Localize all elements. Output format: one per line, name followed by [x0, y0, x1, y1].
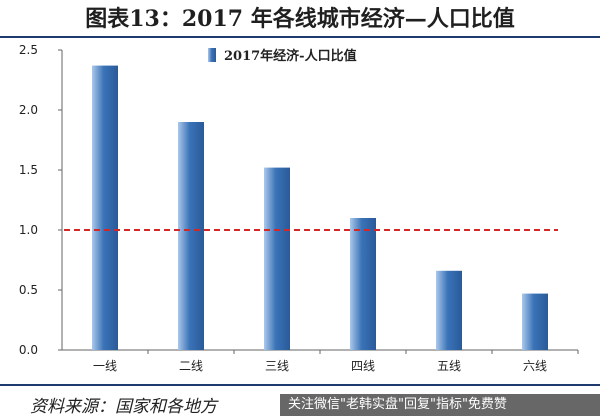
bar [522, 293, 548, 350]
x-tick-label: 一线 [93, 359, 117, 373]
footer: 资料来源：国家和各地方 关注微信"老韩实盘"回复"指标"免费赞 [0, 384, 600, 420]
x-tick-label: 五线 [437, 359, 461, 373]
bar [436, 270, 462, 350]
y-tick-label: 2.5 [19, 43, 38, 57]
x-tick-label: 四线 [351, 359, 375, 373]
bars [92, 65, 548, 350]
y-tick-label: 0.0 [19, 343, 38, 357]
source-note: 资料来源：国家和各地方 [30, 397, 217, 417]
legend-swatch [208, 48, 216, 62]
bar [264, 167, 290, 350]
x-tick-label: 六线 [523, 359, 547, 373]
y-tick-label: 0.5 [19, 283, 38, 297]
axis-labels: 0.0 0.5 1.0 1.5 2.0 2.5 一线 二线 三线 四线 五线 六线 [19, 43, 547, 373]
y-tick-label: 1.5 [19, 163, 38, 177]
chart-title: 图表13：2017 年各线城市经济—人口比值 [0, 0, 600, 38]
bar [92, 65, 118, 350]
watermark-banner: 关注微信"老韩实盘"回复"指标"免费赞 [280, 394, 600, 416]
legend-label: 2017年经济-人口比值 [224, 48, 357, 64]
y-tick-label: 2.0 [19, 103, 38, 117]
legend: 2017年经济-人口比值 [208, 48, 357, 64]
bar-chart: 0.0 0.5 1.0 1.5 2.0 2.5 一线 二线 三线 四线 五线 六线 2017年经济-人… [19, 43, 579, 373]
bar [350, 218, 376, 350]
x-tick-label: 二线 [179, 359, 203, 373]
axes [58, 49, 579, 354]
y-tick-label: 1.0 [19, 223, 38, 237]
bar [178, 122, 204, 350]
x-tick-label: 三线 [265, 359, 289, 373]
